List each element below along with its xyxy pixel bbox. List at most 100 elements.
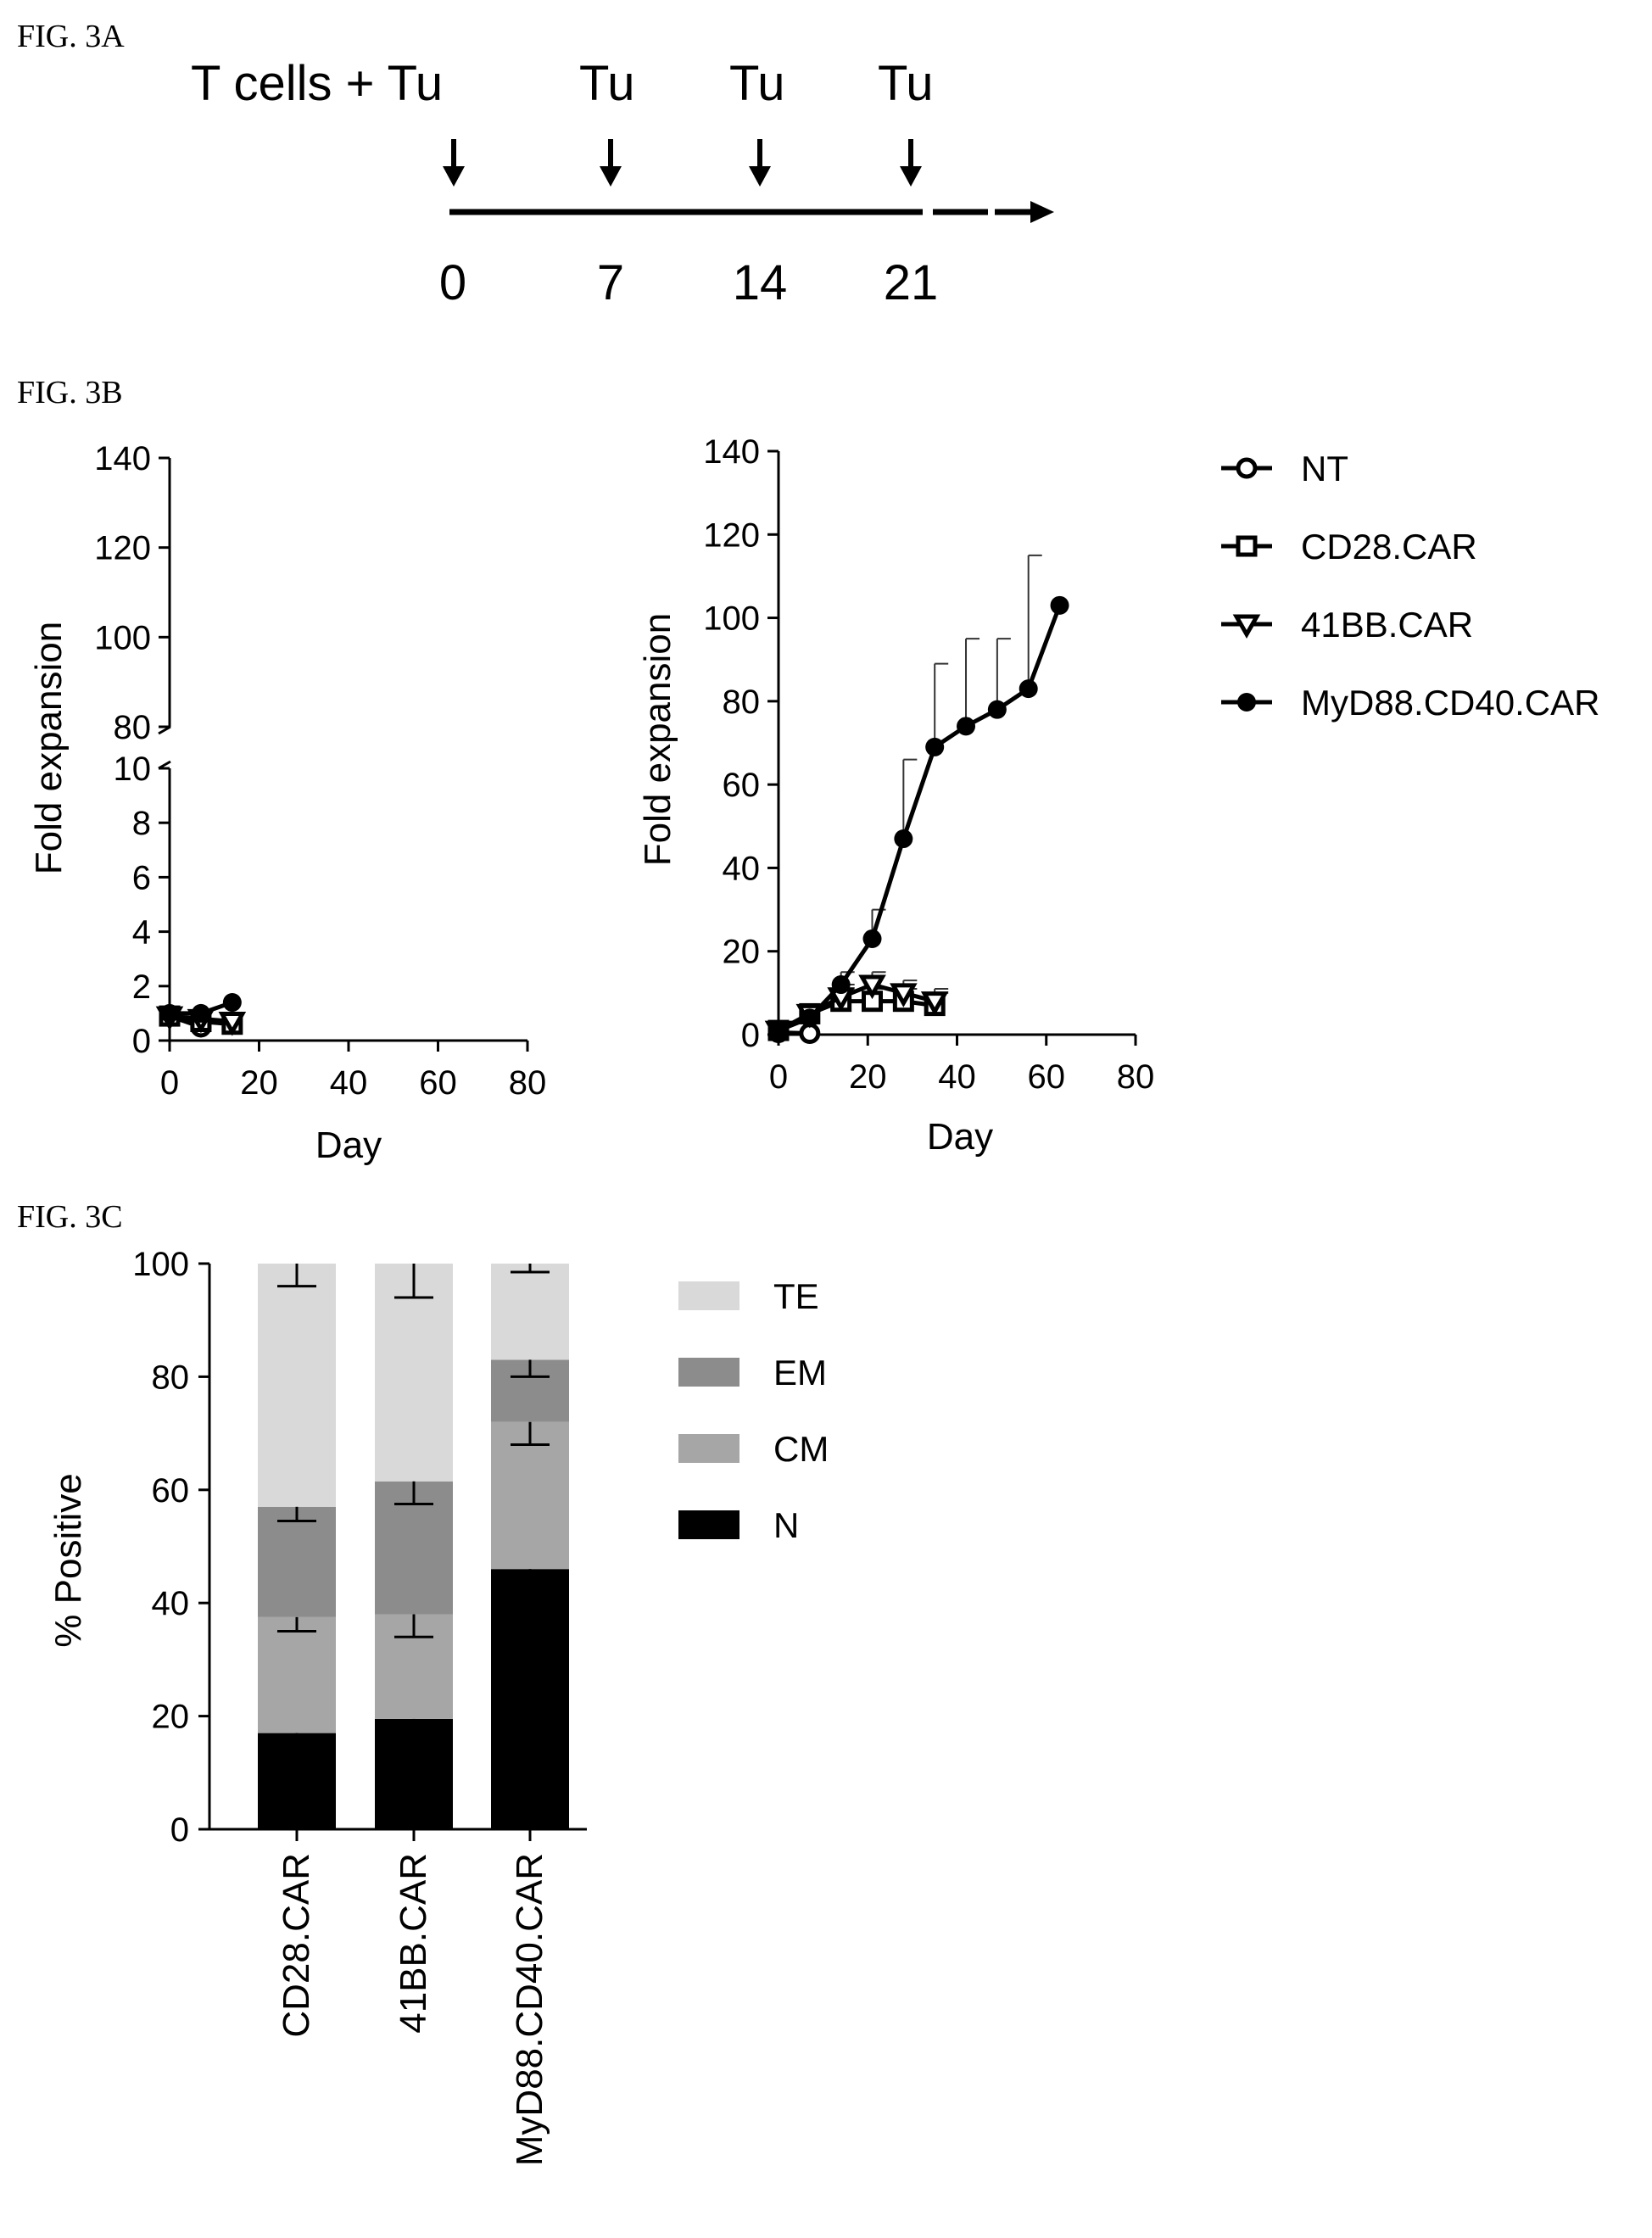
- legend-label-41bb-car: 41BB.CAR: [1301, 605, 1473, 645]
- bar-segment-em-cd28-car: [258, 1506, 336, 1617]
- y-tick-label: 60: [152, 1472, 190, 1510]
- x-tick-label: 0: [769, 1058, 788, 1096]
- y-tick-label: 40: [152, 1585, 190, 1622]
- timeline-day-7: 7: [597, 255, 624, 310]
- legend-3c: TE EM CM N: [678, 1276, 829, 1545]
- bar-segment-te-myd88-cd40-car: [491, 1264, 569, 1360]
- x-tick-label: 40: [330, 1064, 368, 1102]
- y-tick-label: 8: [132, 805, 151, 842]
- data-point-myd88-cd40-car: [831, 975, 851, 995]
- y-tick-label: 100: [94, 619, 151, 656]
- data-point-myd88-cd40-car: [191, 1003, 210, 1023]
- y-tick-label: 0: [132, 1023, 151, 1060]
- figure-3c-label: FIG. 3C: [17, 1199, 123, 1235]
- timeline-day-21: 21: [884, 255, 939, 310]
- data-point-myd88-cd40-car: [987, 700, 1007, 719]
- legend-swatch-n: [678, 1510, 739, 1539]
- chart-3c: 0 20 40 60 80 100 % Positive CD28.CAR 41BB.CAR My…: [47, 1246, 587, 2166]
- x-tick-label: 60: [1028, 1058, 1066, 1096]
- y-tick-label: 4: [132, 914, 151, 952]
- x-tick-label: 0: [160, 1064, 179, 1102]
- legend-marker-nt: [1236, 457, 1258, 479]
- x-tick-label: 40: [938, 1058, 976, 1096]
- timeline-day-0: 0: [439, 255, 466, 310]
- legend-label-myd88-cd40-car: MyD88.CD40.CAR: [1301, 683, 1599, 723]
- legend-marker-myd88-cd40-car: [1237, 693, 1256, 712]
- y-tick-label: 10: [114, 751, 152, 788]
- legend-marker-41bb-car: [1232, 614, 1261, 639]
- y-tick-label: 80: [723, 684, 761, 721]
- data-point-myd88-cd40-car: [1050, 595, 1069, 615]
- data-point-myd88-cd40-car: [862, 929, 882, 948]
- data-point-myd88-cd40-car: [925, 737, 945, 756]
- legend-label-n: N: [773, 1505, 799, 1545]
- data-point-myd88-cd40-car: [894, 829, 913, 849]
- figure-3b-label: FIG. 3B: [17, 375, 123, 410]
- timeline-label-tu-3: Tu: [878, 56, 934, 111]
- legend-swatch-te: [678, 1281, 739, 1310]
- legend-marker-cd28-car: [1236, 535, 1258, 557]
- timeline-label-tu-1: Tu: [579, 56, 635, 111]
- x-axis-title: Day: [315, 1125, 382, 1166]
- y-axis-title: Fold expansion: [637, 613, 678, 866]
- figure-3a: FIG. 3A T cells + Tu Tu Tu Tu 0 7 14 21: [17, 19, 1054, 310]
- y-tick-label: 100: [132, 1246, 189, 1283]
- y-tick-label: 80: [114, 709, 152, 746]
- data-point-myd88-cd40-car: [957, 717, 976, 736]
- x-tick-label-41bb-car: 41BB.CAR: [393, 1853, 434, 2034]
- y-tick-label: 6: [132, 859, 151, 896]
- timeline-label-start: T cells + Tu: [191, 56, 443, 111]
- data-point-myd88-cd40-car: [800, 1008, 819, 1028]
- y-tick-label: 140: [703, 433, 760, 471]
- timeline-arrows: [443, 139, 922, 187]
- legend-label-cm: CM: [773, 1429, 829, 1469]
- data-point-myd88-cd40-car: [1019, 679, 1038, 699]
- x-tick-label-cd28-car: CD28.CAR: [276, 1853, 317, 2038]
- y-tick-label: 80: [152, 1359, 190, 1396]
- data-point-myd88-cd40-car: [160, 1003, 179, 1023]
- legend-label-nt: NT: [1301, 449, 1348, 488]
- x-axis-title: Day: [927, 1116, 993, 1158]
- y-tick-label: 2: [132, 968, 151, 1006]
- x-tick-label: 60: [419, 1064, 457, 1102]
- legend-label-em: EM: [773, 1353, 827, 1392]
- y-tick-label: 140: [94, 440, 151, 477]
- data-point-41bb-car: [920, 991, 949, 1016]
- y-tick-label: 100: [703, 600, 760, 638]
- y-tick-label: 60: [723, 767, 761, 804]
- legend-swatch-em: [678, 1358, 739, 1387]
- x-tick-label: 80: [1117, 1058, 1155, 1096]
- y-tick-label: 0: [741, 1017, 760, 1054]
- y-tick-label: 40: [723, 850, 761, 887]
- x-tick-label-myd88-cd40-car: MyD88.CD40.CAR: [509, 1853, 550, 2166]
- x-tick-label: 20: [240, 1064, 278, 1102]
- timeline-arrowhead: [1030, 201, 1054, 223]
- x-tick-label: 20: [849, 1058, 887, 1096]
- y-tick-label: 0: [170, 1811, 189, 1849]
- data-point-41bb-car: [890, 983, 918, 1007]
- legend-label-cd28-car: CD28.CAR: [1301, 527, 1477, 566]
- y-tick-label: 20: [152, 1699, 190, 1736]
- figure-3a-label: FIG. 3A: [17, 19, 125, 54]
- x-tick-label: 80: [509, 1064, 547, 1102]
- bar-segment-te-cd28-car: [258, 1264, 336, 1507]
- legend-label-te: TE: [773, 1276, 819, 1316]
- bar-segment-n-myd88-cd40-car: [491, 1569, 569, 1829]
- y-tick-label: 20: [723, 934, 761, 971]
- y-tick-label: 120: [94, 530, 151, 567]
- chart-3b-right: 0 20 40 60 80 100 120 140 0 20 40 60 80 Day Fold expan…: [637, 433, 1154, 1158]
- data-point-41bb-car: [858, 974, 886, 1000]
- chart-3b-left: 0 2 4 6 8 10 80 100 120 140 0 20 40 60 80 Day Fold expan…: [28, 440, 546, 1166]
- bar-segment-te-41bb-car: [375, 1264, 453, 1482]
- timeline-day-14: 14: [733, 255, 788, 310]
- y-axis-title: % Positive: [47, 1473, 89, 1647]
- series-line-myd88-cd40-car: [778, 604, 1062, 1033]
- y-axis-title: Fold expansion: [28, 622, 70, 874]
- data-point-myd88-cd40-car: [222, 993, 242, 1013]
- legend-swatch-cm: [678, 1434, 739, 1463]
- data-point-41bb-car: [218, 1012, 247, 1036]
- data-point-myd88-cd40-car: [769, 1021, 788, 1041]
- timeline-label-tu-2: Tu: [729, 56, 785, 111]
- legend-3b: NT CD28.CAR 41BB.CAR MyD88.CD40.CAR: [1221, 449, 1599, 723]
